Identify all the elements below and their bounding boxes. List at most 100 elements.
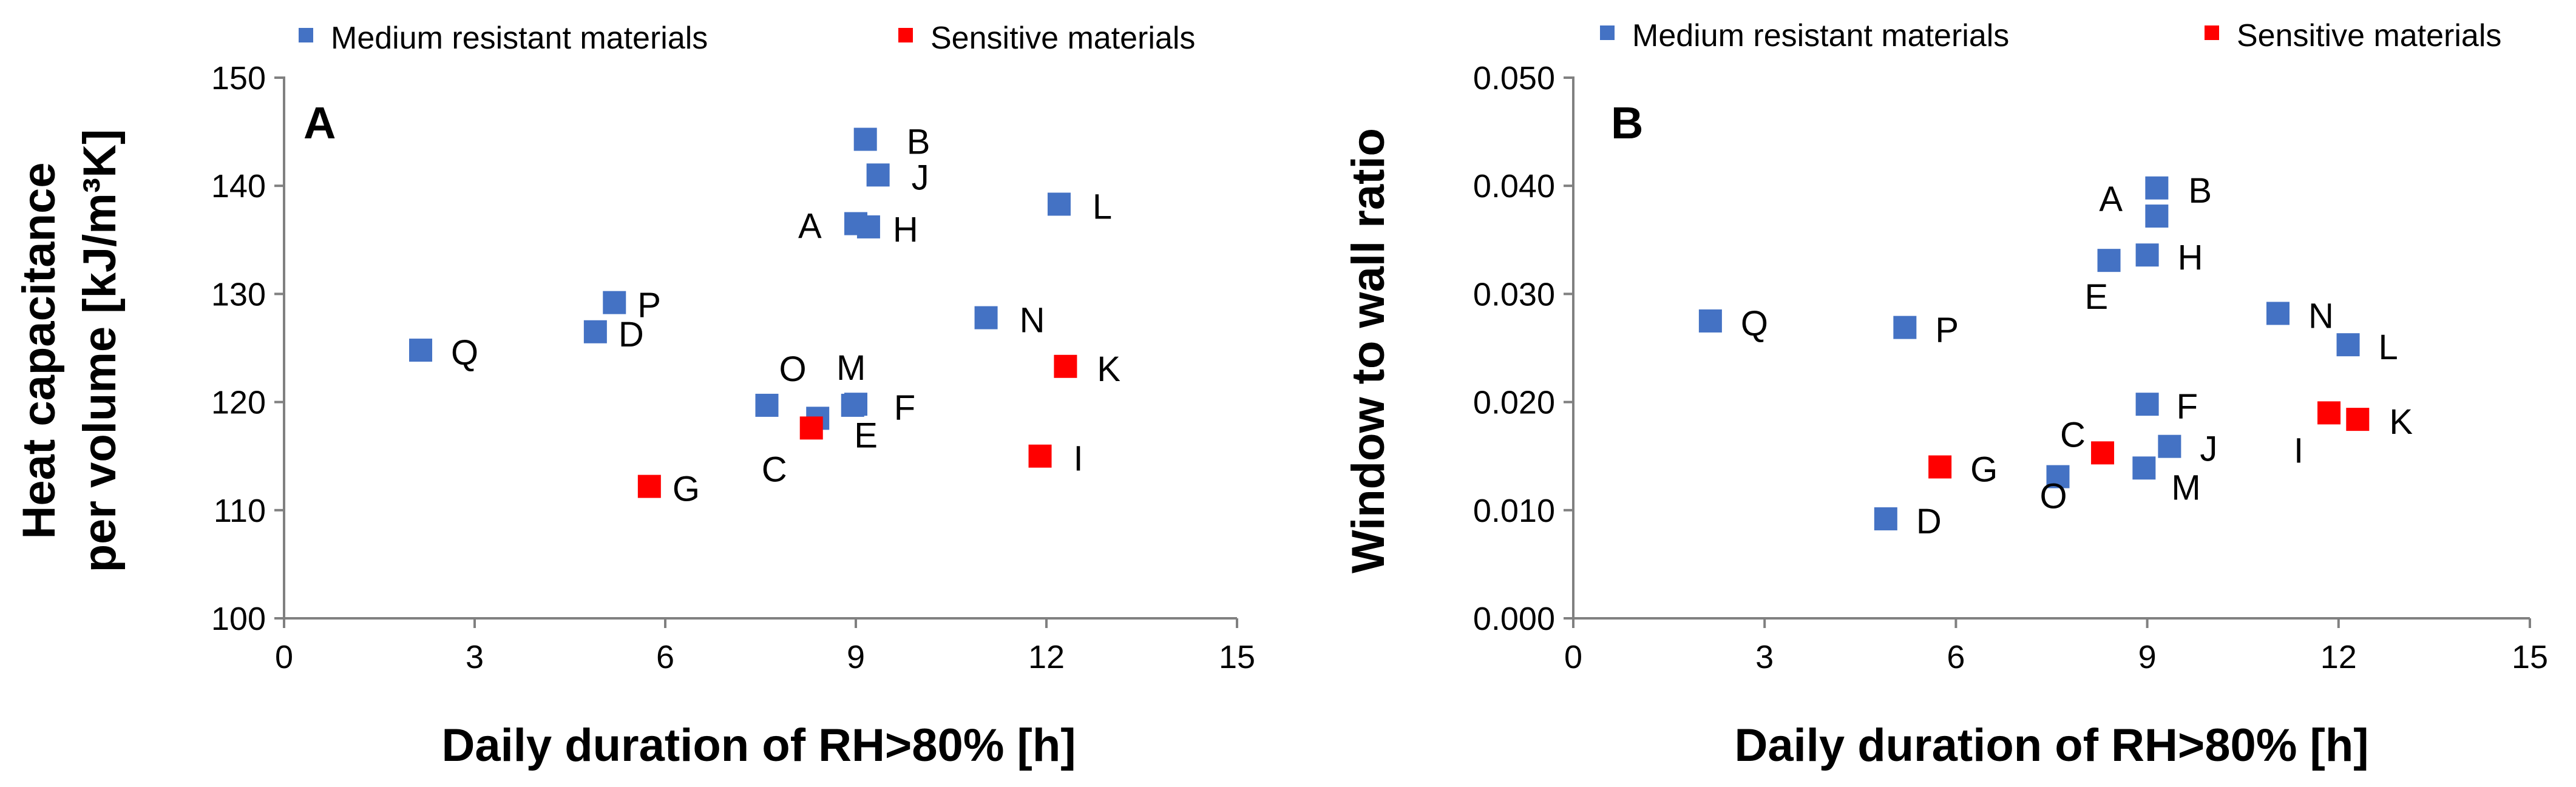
legend: Medium resistant materials Sensitive mat… (1600, 18, 2501, 53)
y-tick-label: 0.010 (1473, 493, 1555, 529)
medium-point-n (2266, 302, 2290, 325)
x-tick-label: 6 (1947, 639, 1965, 675)
y-tick-label: 140 (211, 168, 266, 204)
sensitive-point-g (1928, 455, 1952, 479)
panel-letter: A (303, 98, 336, 148)
medium-point-a (2145, 204, 2169, 228)
medium-point-b (2145, 176, 2169, 200)
point-label-d: D (1916, 502, 1942, 541)
point-label-n: N (2308, 296, 2334, 336)
y-tick-label: 0.050 (1473, 60, 1555, 96)
sensitive-point-i (2317, 401, 2341, 425)
x-tick-label: 6 (656, 639, 674, 675)
point-label-k: K (2389, 402, 2413, 442)
medium-point-p (603, 291, 626, 314)
plot-area: 0.000 0.010 0.020 0.030 0.040 0.050 0 3 6 9 12 15 A B… (1473, 60, 2548, 675)
medium-point-d (1874, 507, 1897, 531)
medium-point-h (856, 215, 880, 238)
medium-point-o (755, 393, 779, 417)
y-tick-label: 100 (211, 601, 266, 637)
point-label-f: F (2177, 387, 2198, 427)
x-tick-label: 0 (275, 639, 293, 675)
sensitive-point-i (1028, 444, 1052, 468)
medium-point-m (844, 393, 867, 416)
medium-point-f (2135, 393, 2159, 416)
point-label-e: E (854, 416, 878, 455)
x-tick-label: 3 (466, 639, 484, 675)
x-tick-label: 12 (2320, 639, 2357, 675)
point-label-i: I (1074, 439, 1083, 479)
y-axis-title-line-1: Heat capacitance (13, 163, 65, 539)
sensitive-point-c (2091, 441, 2115, 465)
point-label-g: G (1970, 450, 1998, 490)
point-label-p: P (637, 286, 661, 325)
legend-marker-medium (299, 28, 313, 42)
medium-point-e (2097, 249, 2121, 272)
point-label-c: C (762, 450, 787, 489)
y-tick-label: 110 (214, 493, 266, 529)
x-tick-label: 9 (2138, 639, 2157, 675)
medium-point-l (2336, 333, 2360, 357)
point-label-q: Q (1741, 304, 1768, 343)
y-tick-label: 130 (211, 276, 266, 312)
point-label-i: I (2294, 431, 2303, 470)
point-label-l: L (1093, 187, 1112, 226)
chart-panel-a: Medium resistant materials Sensitive mat… (13, 21, 1255, 771)
legend-marker-sensitive (898, 28, 913, 42)
point-label-c: C (2060, 415, 2086, 454)
medium-point-q (1698, 309, 1722, 333)
y-tick-label: 0.000 (1473, 601, 1555, 637)
point-label-a: A (2099, 180, 2123, 219)
x-tick-label: 15 (1219, 639, 1255, 675)
point-label-o: O (2040, 477, 2067, 516)
medium-point-o (2046, 465, 2070, 488)
y-tick-label: 0.030 (1473, 276, 1555, 312)
y-tick-label: 0.020 (1473, 385, 1555, 421)
medium-point-p (1893, 316, 1917, 339)
point-label-d: D (619, 315, 644, 354)
point-label-j: J (912, 158, 929, 197)
y-axis-title-line-2: per volume [kJ/m³K] (74, 129, 126, 573)
x-axis-title: Daily duration of RH>80% [h] (1734, 720, 2368, 771)
sensitive-point-k (2346, 408, 2370, 431)
panel-letter: B (1611, 98, 1643, 148)
point-label-f: F (894, 388, 915, 428)
legend-label-sensitive: Sensitive materials (930, 21, 1195, 56)
point-label-g: G (673, 470, 700, 509)
point-label-h: H (2178, 238, 2203, 277)
medium-point-n (974, 306, 998, 329)
point-label-o: O (779, 350, 806, 389)
medium-point-j (2158, 434, 2181, 458)
point-label-e: E (2085, 277, 2109, 317)
medium-point-j (866, 163, 890, 187)
medium-point-d (583, 320, 607, 343)
point-label-l: L (2379, 328, 2398, 367)
point-label-m: M (836, 348, 866, 388)
sensitive-point-c (799, 416, 823, 440)
y-axis-title: Window to wall ratio (1343, 128, 1394, 573)
point-label-n: N (1020, 301, 1045, 340)
point-label-k: K (1097, 350, 1120, 389)
point-label-b: B (2188, 171, 2212, 211)
legend-label-sensitive: Sensitive materials (2237, 18, 2501, 53)
sensitive-point-g (637, 475, 661, 498)
x-tick-label: 15 (2512, 639, 2548, 675)
x-tick-label: 3 (1755, 639, 1774, 675)
chart-a-svg: Medium resistant materials Sensitive mat… (13, 21, 1255, 771)
y-tick-label: 0.040 (1473, 168, 1555, 204)
point-label-h: H (893, 210, 918, 249)
y-tick-label: 120 (211, 385, 266, 421)
medium-point-m (2132, 456, 2156, 480)
point-label-m: M (2171, 468, 2200, 507)
point-label-a: A (798, 207, 822, 246)
legend-label-medium: Medium resistant materials (1632, 18, 2009, 53)
point-label-p: P (1935, 311, 1959, 350)
y-tick-label: 150 (211, 60, 266, 96)
legend-marker-sensitive (2205, 25, 2219, 40)
medium-point-q (409, 339, 433, 362)
legend-marker-medium (1600, 25, 1615, 40)
sensitive-point-k (1054, 354, 1077, 378)
plot-area: 100 110 120 130 140 150 0 3 6 9 12 15 A B D EF HJ L M N O P Q C… (211, 60, 1255, 675)
point-label-b: B (907, 123, 930, 162)
medium-point-h (2135, 243, 2159, 267)
